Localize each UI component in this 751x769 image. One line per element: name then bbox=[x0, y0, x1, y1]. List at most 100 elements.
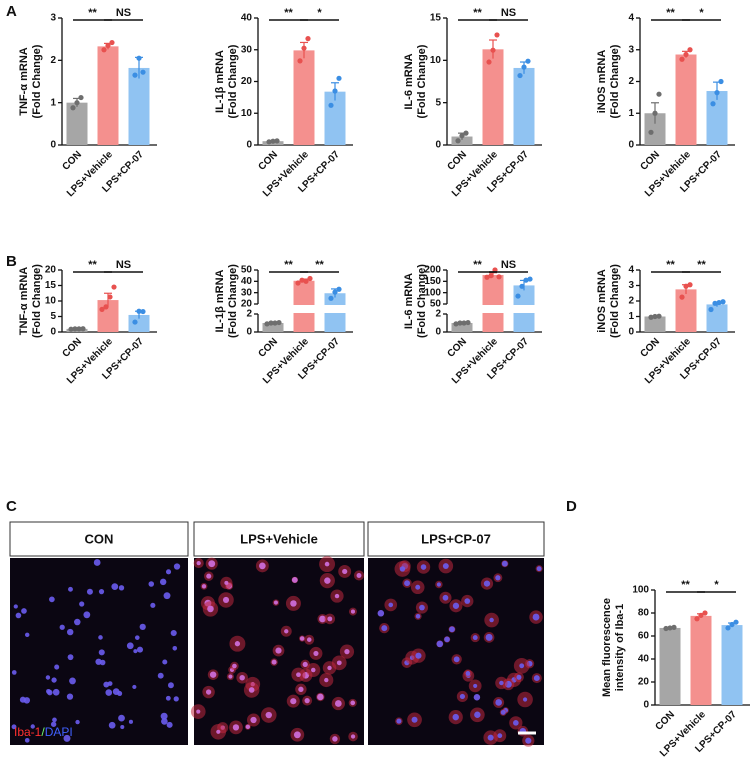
bar bbox=[721, 625, 743, 705]
stain-label: Iba-1/DAPI bbox=[14, 725, 73, 739]
y-tick-label: 0 bbox=[435, 140, 441, 151]
cell-nucleus bbox=[112, 688, 120, 695]
significance-label: ** bbox=[315, 259, 324, 271]
cell-nucleus bbox=[265, 711, 272, 719]
y-tick-label: 0 bbox=[50, 140, 56, 151]
x-tick-label: CON bbox=[445, 149, 469, 173]
y-tick-label: 20 bbox=[241, 299, 253, 310]
cell-nucleus bbox=[51, 677, 57, 683]
data-point bbox=[687, 47, 693, 53]
cell-nucleus bbox=[442, 563, 449, 570]
cell-nucleus bbox=[15, 612, 22, 619]
cell-nucleus bbox=[290, 698, 297, 705]
cell-nucleus bbox=[86, 588, 93, 595]
data-point bbox=[70, 105, 76, 111]
significance-label: ** bbox=[284, 259, 293, 271]
significance-label: ** bbox=[697, 259, 706, 271]
y-tick-label: 0 bbox=[643, 700, 649, 711]
cell-nucleus bbox=[163, 592, 171, 600]
significance-label: ** bbox=[284, 7, 293, 19]
cell-nucleus bbox=[442, 594, 449, 601]
cell-nucleus bbox=[452, 713, 459, 721]
cell-nucleus bbox=[162, 659, 168, 665]
cell-nucleus bbox=[311, 667, 316, 673]
data-point bbox=[488, 273, 494, 279]
cell-nucleus bbox=[452, 602, 460, 609]
data-point bbox=[295, 280, 301, 286]
cell-nucleus bbox=[519, 663, 525, 669]
significance-label: * bbox=[317, 7, 322, 19]
cell-nucleus bbox=[381, 625, 388, 632]
data-point bbox=[521, 64, 527, 70]
data-point bbox=[299, 277, 305, 283]
cell-nucleus bbox=[259, 562, 266, 570]
cell-nucleus bbox=[222, 596, 230, 604]
cell-nucleus bbox=[306, 637, 312, 642]
cell-nucleus bbox=[201, 584, 207, 589]
stain-part: DAPI bbox=[45, 725, 73, 739]
cell-nucleus bbox=[46, 688, 51, 694]
cell-nucleus bbox=[516, 674, 522, 680]
significance-label: * bbox=[714, 579, 719, 591]
y-tick-label: 10 bbox=[45, 296, 57, 307]
cell-nucleus bbox=[344, 649, 350, 655]
cell-nucleus bbox=[350, 609, 356, 614]
data-point bbox=[264, 321, 270, 327]
data-point bbox=[463, 130, 469, 136]
significance-label: NS bbox=[501, 259, 516, 271]
cell-nucleus bbox=[98, 649, 105, 656]
cell-nucleus bbox=[205, 689, 212, 695]
data-point bbox=[712, 300, 718, 306]
bar bbox=[675, 289, 697, 332]
cell-nucleus bbox=[291, 577, 298, 583]
bar bbox=[482, 274, 504, 332]
bar bbox=[482, 49, 504, 145]
data-point bbox=[136, 55, 142, 61]
panel-label: D bbox=[566, 498, 577, 515]
y-tick-label: 15 bbox=[430, 13, 442, 24]
y-tick-label: 0 bbox=[628, 327, 634, 338]
bar bbox=[675, 54, 697, 146]
cell-nucleus bbox=[234, 641, 241, 647]
cell-nucleus bbox=[165, 569, 172, 575]
cell-nucleus bbox=[327, 665, 332, 671]
cell-nucleus bbox=[23, 697, 31, 704]
data-point bbox=[496, 274, 502, 280]
cell-nucleus bbox=[208, 560, 216, 568]
bar bbox=[451, 323, 473, 332]
y-axis-label: iNOS mRNA bbox=[596, 50, 608, 114]
cell-nucleus bbox=[107, 681, 113, 687]
title-box bbox=[193, 521, 365, 557]
cell-nucleus bbox=[228, 674, 233, 679]
cell-nucleus bbox=[68, 586, 73, 592]
axis-break-gap bbox=[481, 305, 505, 313]
data-point bbox=[694, 616, 700, 622]
cell-nucleus bbox=[98, 635, 103, 640]
image-title: LPS+CP-07 bbox=[421, 531, 491, 546]
cell-nucleus bbox=[98, 589, 105, 595]
cell-nucleus bbox=[139, 623, 146, 631]
cell-nucleus bbox=[30, 724, 35, 729]
cell-nucleus bbox=[474, 711, 481, 718]
cell-nucleus bbox=[148, 581, 155, 587]
data-point bbox=[710, 101, 716, 107]
axis-break-gap bbox=[512, 305, 536, 313]
data-point bbox=[494, 32, 500, 38]
cell-nucleus bbox=[52, 717, 57, 723]
data-point bbox=[652, 313, 658, 320]
data-point bbox=[76, 326, 82, 332]
data-point bbox=[107, 294, 113, 300]
significance-label: ** bbox=[473, 7, 482, 19]
cell-nucleus bbox=[172, 646, 178, 651]
cell-nucleus bbox=[170, 629, 177, 637]
data-point bbox=[656, 313, 662, 319]
data-point bbox=[111, 284, 117, 290]
cell-nucleus bbox=[334, 593, 340, 599]
cell-nucleus bbox=[206, 573, 212, 579]
title-box bbox=[367, 521, 545, 557]
axis-break-gap bbox=[450, 305, 474, 313]
y-axis-label: intensity of Iba-1 bbox=[614, 604, 626, 691]
cell-nucleus bbox=[411, 716, 418, 723]
y-tick-label: 3 bbox=[628, 280, 634, 291]
y-tick-label: 3 bbox=[628, 44, 634, 55]
